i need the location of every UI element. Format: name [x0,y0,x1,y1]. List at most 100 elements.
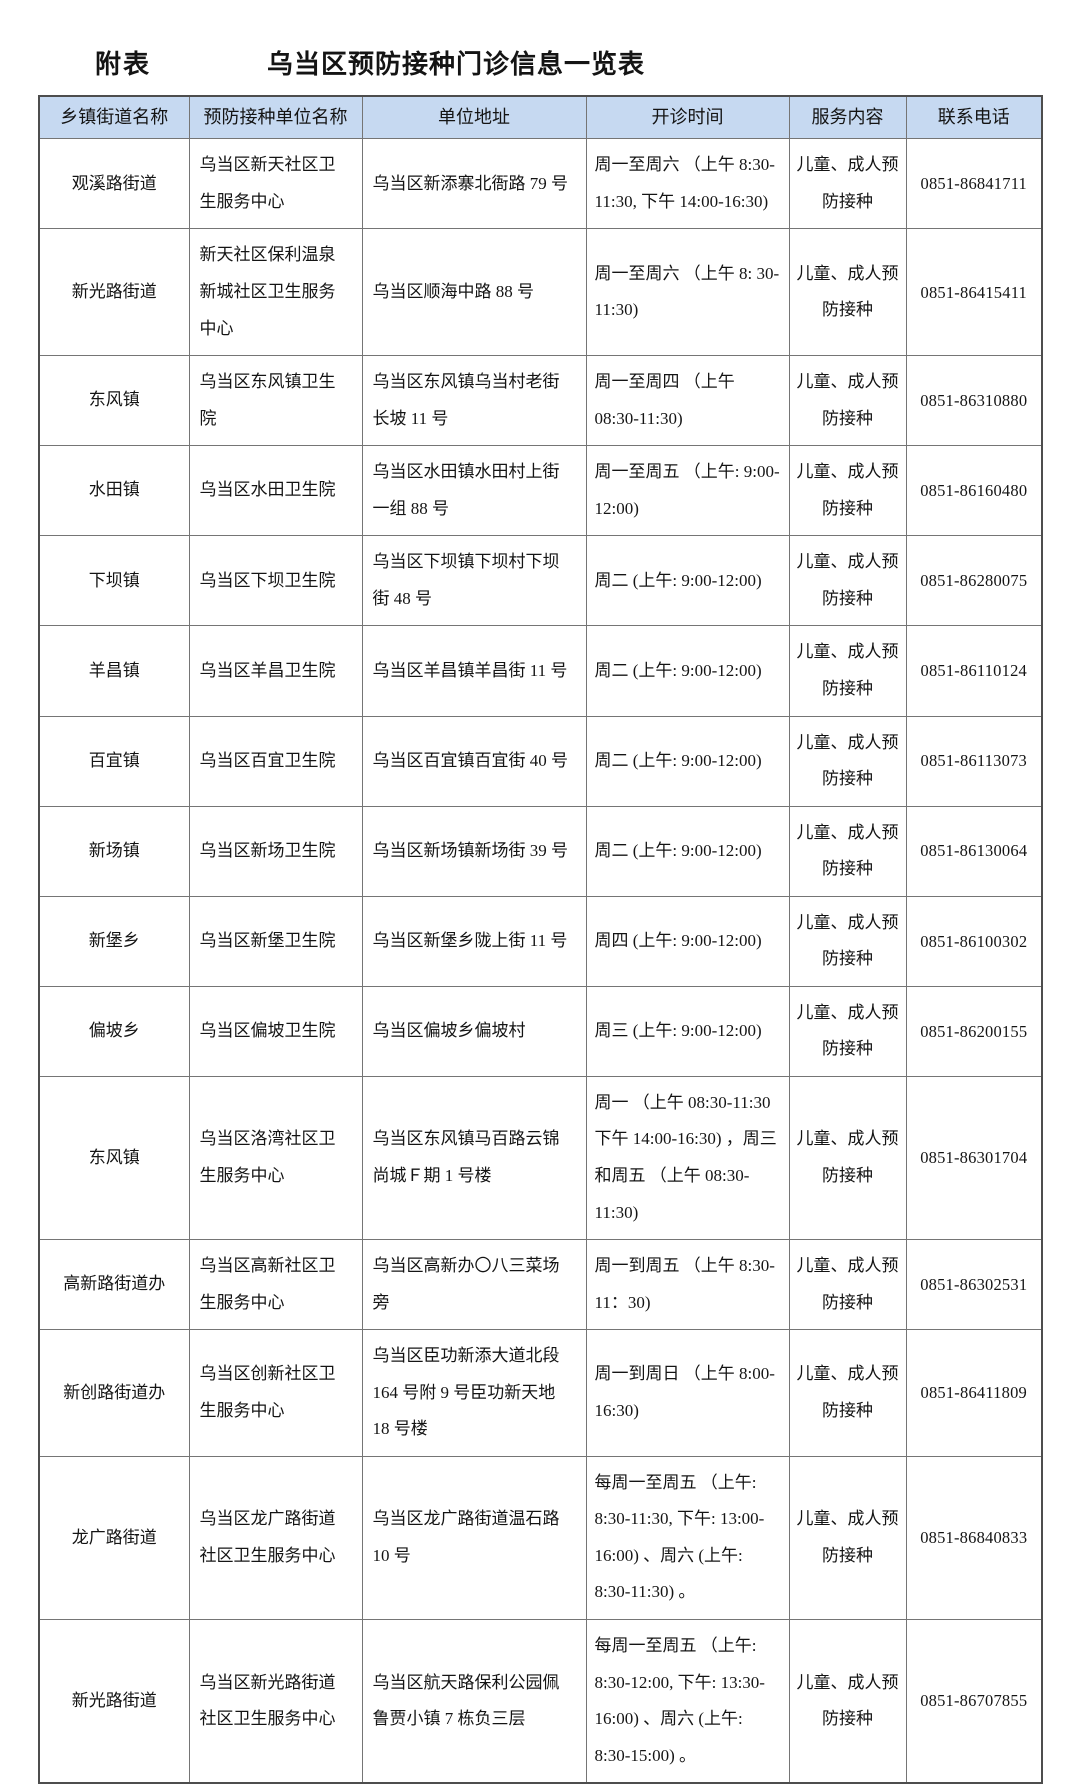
cell-open-hours: 周一至周五 （上午: 9:00-12:00) [585,445,790,537]
column-header-service: 服务内容 [788,95,907,140]
table-row: 观溪路街道 乌当区新天社区卫生服务中心 乌当区新添寨北衙路 79 号 周一至周六… [38,138,1043,230]
table-row: 羊昌镇 乌当区羊昌卫生院 乌当区羊昌镇羊昌街 11 号 周二 (上午: 9:00… [38,625,1043,717]
cell-phone: 0851-86707855 [905,1618,1043,1784]
cell-address: 乌当区水田镇水田村上街一组 88 号 [361,445,587,537]
annex-label: 附表 [95,50,152,79]
cell-service: 儿童、成人预防接种 [788,138,907,230]
column-header-address: 单位地址 [361,95,587,140]
cell-town-name: 偏坡乡 [38,985,190,1077]
cell-address: 乌当区新场镇新场街 39 号 [361,805,587,897]
cell-address: 乌当区臣功新添大道北段 164 号附 9 号臣功新天地 18 号楼 [361,1329,587,1457]
cell-address: 乌当区东风镇乌当村老街长坡 11 号 [361,355,587,447]
cell-unit-name: 乌当区洛湾社区卫生服务中心 [188,1075,363,1241]
table-row: 下坝镇 乌当区下坝卫生院 乌当区下坝镇下坝村下坝街 48 号 周二 (上午: 9… [38,535,1043,627]
cell-open-hours: 周二 (上午: 9:00-12:00) [585,805,790,897]
cell-town-name: 下坝镇 [38,535,190,627]
cell-phone: 0851-86110124 [905,625,1043,717]
cell-open-hours: 周一到周日 （上午 8:00-16:30) [585,1329,790,1457]
cell-service: 儿童、成人预防接种 [788,1618,907,1784]
cell-phone: 0851-86113073 [905,715,1043,807]
cell-service: 儿童、成人预防接种 [788,985,907,1077]
table-header: 乡镇街道名称 预防接种单位名称 单位地址 开诊时间 服务内容 联系电话 [38,95,1043,140]
cell-address: 乌当区百宜镇百宜街 40 号 [361,715,587,807]
cell-town-name: 龙广路街道 [38,1455,190,1620]
cell-service: 儿童、成人预防接种 [788,445,907,537]
cell-service: 儿童、成人预防接种 [788,355,907,447]
cell-town-name: 观溪路街道 [38,138,190,230]
cell-address: 乌当区东风镇马百路云锦尚城Ｆ期 1 号楼 [361,1075,587,1241]
table-row: 新创路街道办 乌当区创新社区卫生服务中心 乌当区臣功新添大道北段 164 号附 … [38,1329,1043,1457]
table-row: 新光路街道 新天社区保利温泉新城社区卫生服务中心 乌当区顺海中路 88 号 周一… [38,228,1043,357]
cell-open-hours: 周一至周六 （上午 8:30-11:30, 下午 14:00-16:30) [585,138,790,230]
cell-phone: 0851-86280075 [905,535,1043,627]
cell-open-hours: 周一 （上午 08:30-11:30 下午 14:00-16:30) ，周三和周… [585,1075,790,1241]
cell-open-hours: 周二 (上午: 9:00-12:00) [585,535,790,627]
cell-town-name: 东风镇 [38,1075,190,1241]
cell-service: 儿童、成人预防接种 [788,625,907,717]
cell-open-hours: 周一到周五 （上午 8:30-11：30) [585,1239,790,1331]
table-row: 偏坡乡 乌当区偏坡卫生院 乌当区偏坡乡偏坡村 周三 (上午: 9:00-12:0… [38,985,1043,1077]
cell-town-name: 百宜镇 [38,715,190,807]
table-row: 高新路街道办 乌当区高新社区卫生服务中心 乌当区高新办〇八三菜场旁 周一到周五 … [38,1239,1043,1331]
page-title: 乌当区预防接种门诊信息一览表 [267,50,646,79]
cell-unit-name: 乌当区东风镇卫生院 [188,355,363,447]
cell-unit-name: 乌当区下坝卫生院 [188,535,363,627]
cell-phone: 0851-86200155 [905,985,1043,1077]
cell-address: 乌当区顺海中路 88 号 [361,228,587,357]
column-header-unit: 预防接种单位名称 [188,95,363,140]
cell-town-name: 新创路街道办 [38,1329,190,1457]
table-row: 百宜镇 乌当区百宜卫生院 乌当区百宜镇百宜街 40 号 周二 (上午: 9:00… [38,715,1043,807]
cell-service: 儿童、成人预防接种 [788,715,907,807]
cell-phone: 0851-86415411 [905,228,1043,357]
cell-town-name: 羊昌镇 [38,625,190,717]
cell-phone: 0851-86160480 [905,445,1043,537]
cell-town-name: 新光路街道 [38,1618,190,1784]
column-header-phone: 联系电话 [905,95,1043,140]
cell-open-hours: 周一至周四 （上午 08:30-11:30) [585,355,790,447]
cell-phone: 0851-86130064 [905,805,1043,897]
clinic-info-table: 乡镇街道名称 预防接种单位名称 单位地址 开诊时间 服务内容 联系电话 观溪路街道 乌当区… [38,95,1043,1784]
cell-phone: 0851-86841711 [905,138,1043,230]
cell-open-hours: 周二 (上午: 9:00-12:00) [585,715,790,807]
cell-phone: 0851-86100302 [905,895,1043,987]
cell-unit-name: 乌当区百宜卫生院 [188,715,363,807]
column-header-hours: 开诊时间 [585,95,790,140]
cell-service: 儿童、成人预防接种 [788,1239,907,1331]
cell-address: 乌当区新添寨北衙路 79 号 [361,138,587,230]
cell-unit-name: 乌当区水田卫生院 [188,445,363,537]
cell-unit-name: 乌当区新场卫生院 [188,805,363,897]
cell-address: 乌当区新堡乡陇上街 11 号 [361,895,587,987]
cell-phone: 0851-86310880 [905,355,1043,447]
cell-address: 乌当区龙广路街道温石路 10 号 [361,1455,587,1620]
cell-service: 儿童、成人预防接种 [788,895,907,987]
cell-open-hours: 周四 (上午: 9:00-12:00) [585,895,790,987]
cell-service: 儿童、成人预防接种 [788,1329,907,1457]
cell-address: 乌当区航天路保利公园佩鲁贾小镇 7 栋负三层 [361,1618,587,1784]
cell-town-name: 水田镇 [38,445,190,537]
cell-town-name: 新堡乡 [38,895,190,987]
cell-unit-name: 乌当区偏坡卫生院 [188,985,363,1077]
column-header-town: 乡镇街道名称 [38,95,190,140]
cell-unit-name: 乌当区龙广路街道社区卫生服务中心 [188,1455,363,1620]
cell-unit-name: 乌当区羊昌卫生院 [188,625,363,717]
cell-open-hours: 周三 (上午: 9:00-12:00) [585,985,790,1077]
cell-unit-name: 乌当区新堡卫生院 [188,895,363,987]
cell-address: 乌当区羊昌镇羊昌街 11 号 [361,625,587,717]
cell-address: 乌当区下坝镇下坝村下坝街 48 号 [361,535,587,627]
cell-phone: 0851-86301704 [905,1075,1043,1241]
cell-service: 儿童、成人预防接种 [788,805,907,897]
cell-town-name: 新光路街道 [38,228,190,357]
cell-address: 乌当区高新办〇八三菜场旁 [361,1239,587,1331]
table-row: 新场镇 乌当区新场卫生院 乌当区新场镇新场街 39 号 周二 (上午: 9:00… [38,805,1043,897]
cell-open-hours: 每周一至周五 （上午: 8:30-12:00, 下午: 13:30-16:00)… [585,1618,790,1784]
cell-address: 乌当区偏坡乡偏坡村 [361,985,587,1077]
cell-phone: 0851-86840833 [905,1455,1043,1620]
table-body: 观溪路街道 乌当区新天社区卫生服务中心 乌当区新添寨北衙路 79 号 周一至周六… [38,138,1043,1784]
cell-service: 儿童、成人预防接种 [788,228,907,357]
title-row: 附表 乌当区预防接种门诊信息一览表 [0,0,1080,95]
cell-open-hours: 周二 (上午: 9:00-12:00) [585,625,790,717]
cell-town-name: 东风镇 [38,355,190,447]
table-row: 龙广路街道 乌当区龙广路街道社区卫生服务中心 乌当区龙广路街道温石路 10 号 … [38,1455,1043,1620]
cell-unit-name: 乌当区新光路街道社区卫生服务中心 [188,1618,363,1784]
cell-open-hours: 周一至周六 （上午 8: 30-11:30) [585,228,790,357]
